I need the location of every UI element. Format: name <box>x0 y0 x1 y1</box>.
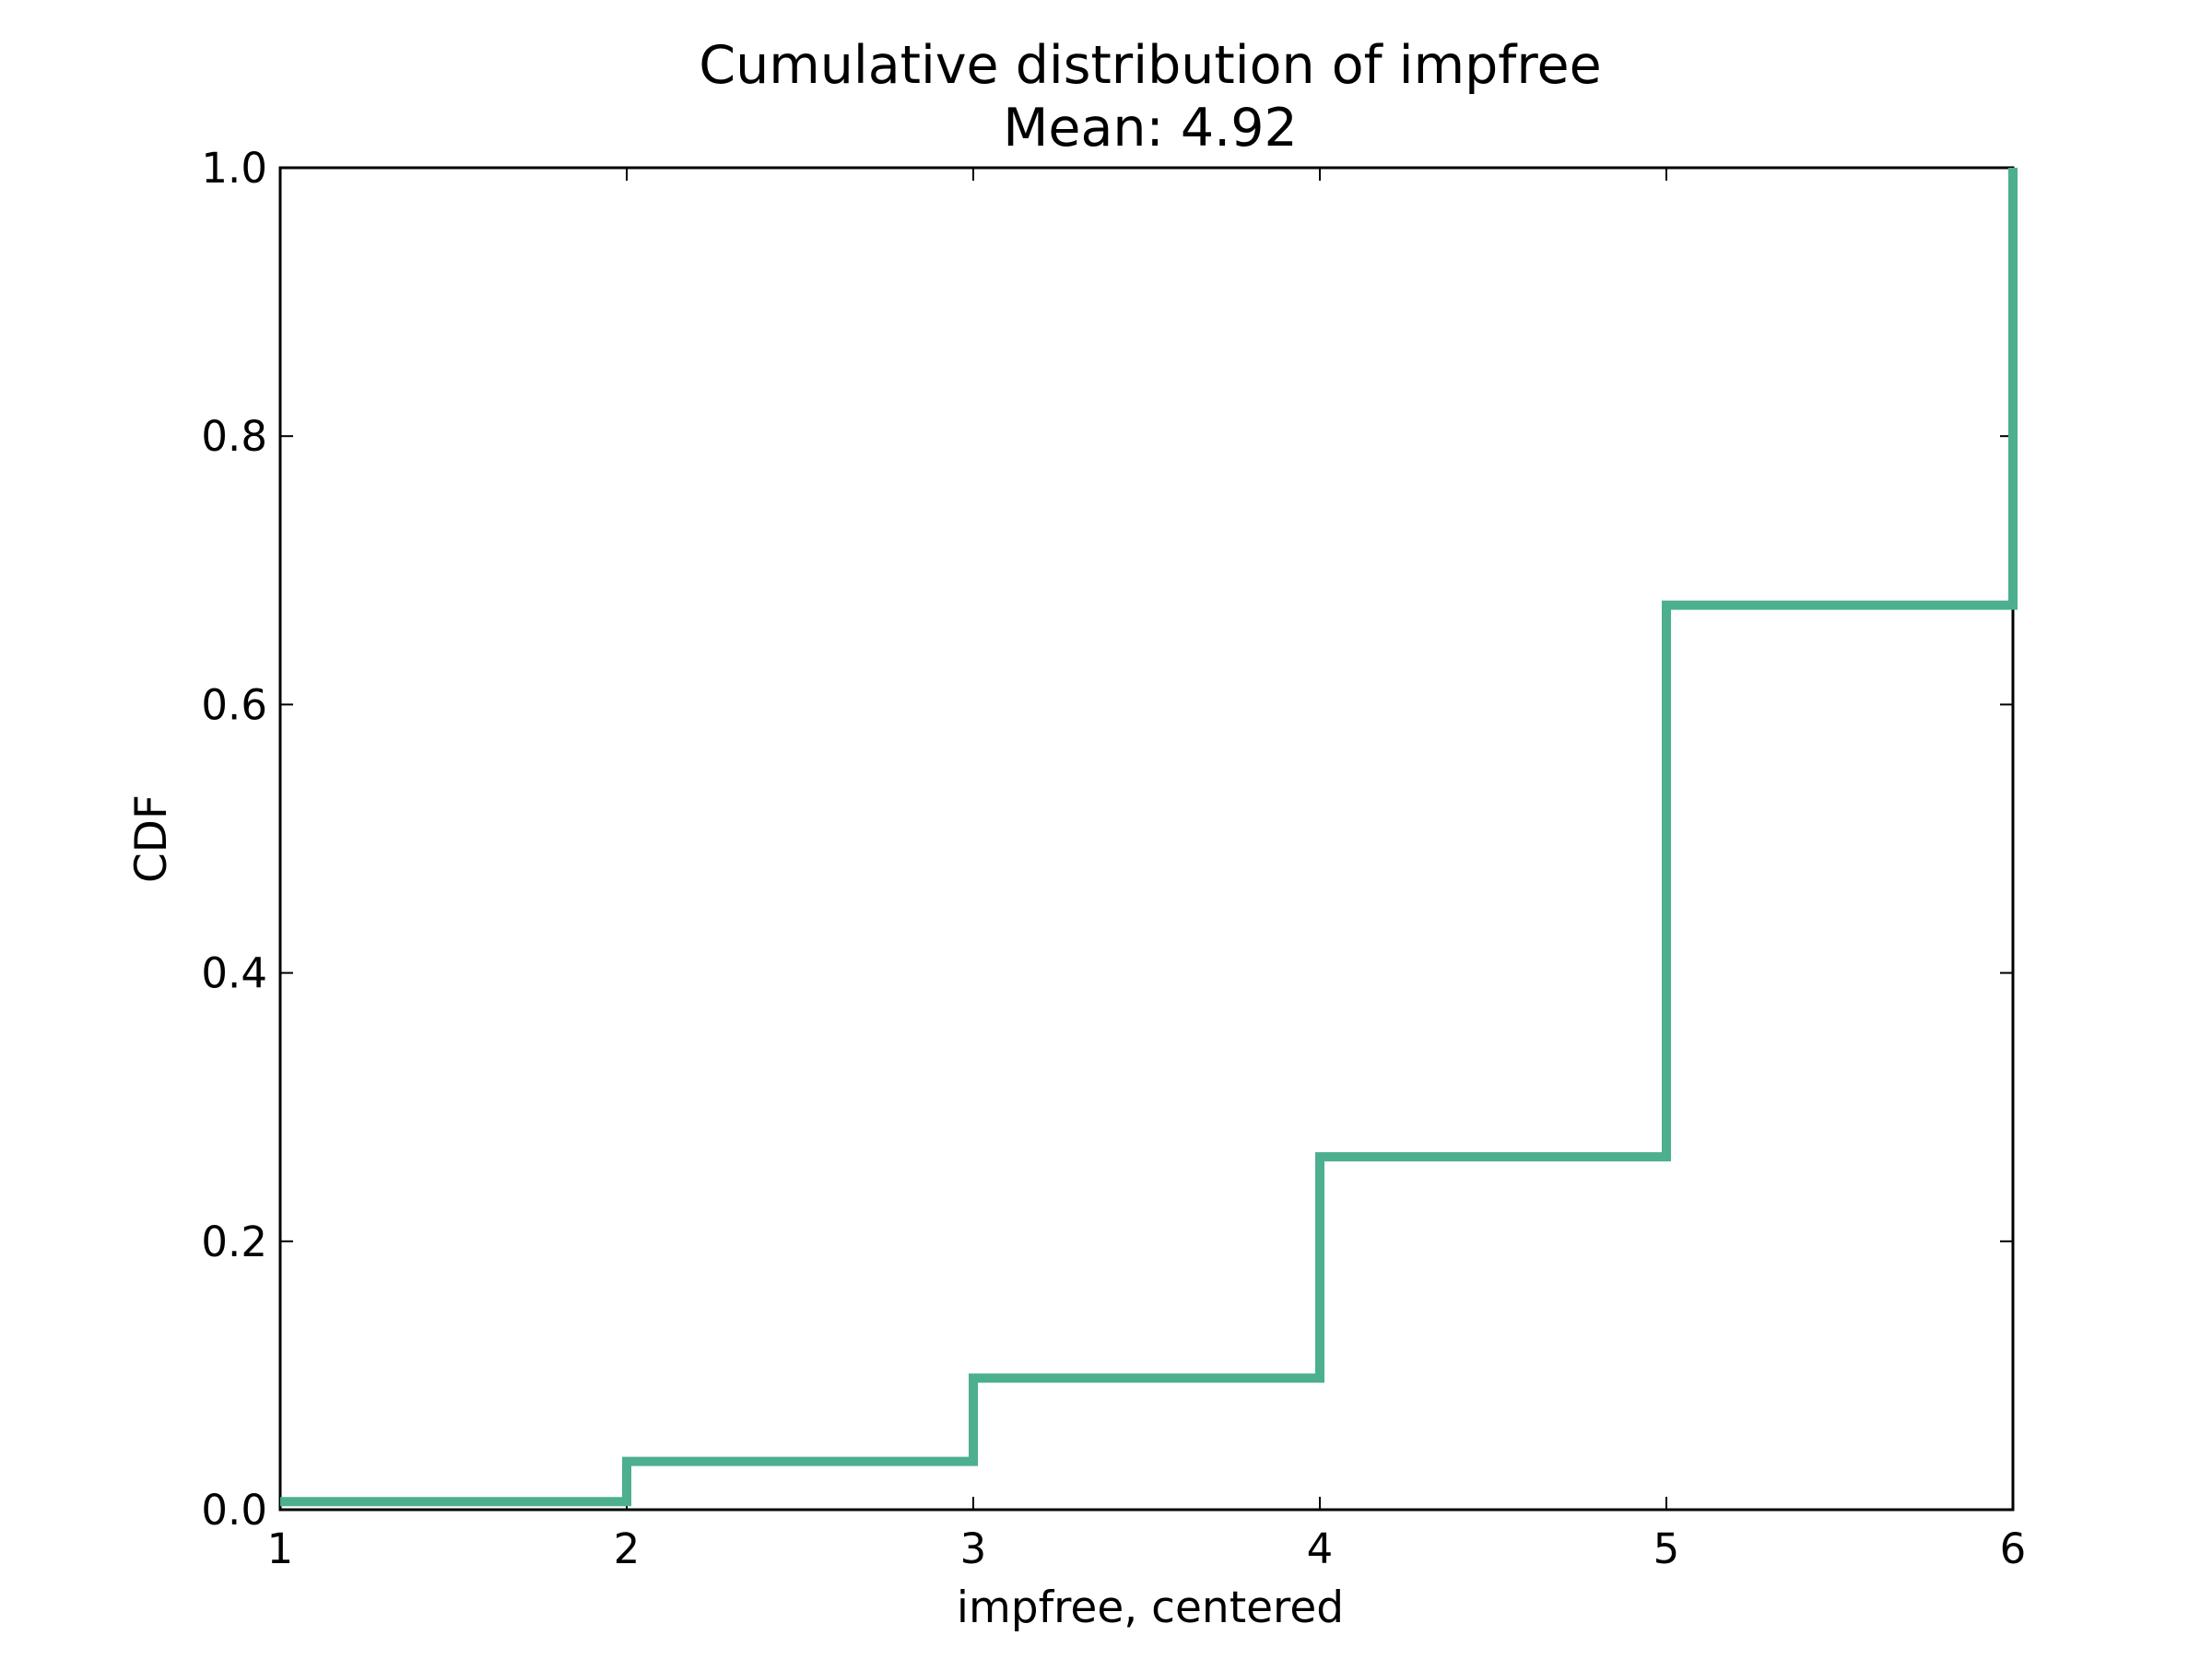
x-tick-label-2: 2 <box>614 1524 641 1573</box>
x-axis-label: impfree, centered <box>957 1583 1344 1633</box>
y-tick-label-0.6: 0.6 <box>201 680 267 729</box>
x-axis-ticks: 1 2 3 4 5 6 <box>267 168 2027 1573</box>
x-tick-label-3: 3 <box>960 1524 987 1573</box>
y-tick-label-0.2: 0.2 <box>201 1218 267 1266</box>
series-layer <box>280 168 2018 1507</box>
y-tick-label-0.4: 0.4 <box>201 949 267 998</box>
y-axis-ticks: 0.0 0.2 0.4 0.6 0.8 1.0 <box>201 144 2013 1535</box>
x-tick-label-4: 4 <box>1307 1524 1334 1573</box>
x-tick-label-1: 1 <box>267 1524 294 1573</box>
chart-subtitle: Mean: 4.92 <box>1003 98 1298 159</box>
y-axis-label: CDF <box>126 794 177 883</box>
y-tick-label-0.0: 0.0 <box>201 1486 267 1535</box>
y-tick-label-0.8: 0.8 <box>201 412 267 461</box>
plot-area <box>278 166 2015 1512</box>
x-tick-label-6: 6 <box>2000 1524 2027 1573</box>
cdf-step-line-0 <box>280 168 2018 1507</box>
chart-title: Cumulative distribution of impfree <box>699 35 1601 96</box>
x-tick-label-5: 5 <box>1653 1524 1680 1573</box>
y-tick-label-1.0: 1.0 <box>201 144 267 193</box>
